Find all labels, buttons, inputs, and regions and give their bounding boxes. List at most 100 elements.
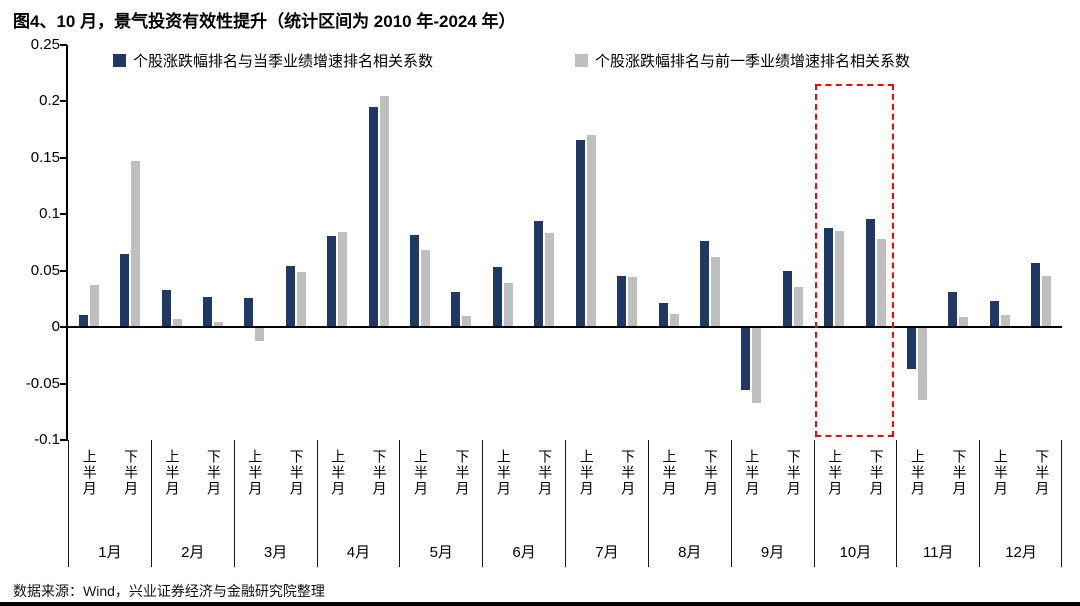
bar-current-quarter: [410, 234, 420, 328]
y-axis-tick-label: 0: [51, 318, 60, 336]
x-axis-halfmonth-label: 上半月: [330, 449, 347, 497]
x-axis-month-label: 3月: [263, 544, 288, 561]
bar-previous-quarter: [876, 239, 886, 328]
x-axis-month-label: 6月: [512, 544, 536, 561]
x-axis-halfmonth-label: 下半月: [620, 449, 637, 497]
bar-previous-quarter: [1000, 314, 1010, 328]
legend-swatch-current-quarter-icon: [113, 54, 126, 67]
x-axis-halfmonth-label: 下半月: [702, 449, 719, 497]
x-axis-month-label: 4月: [346, 544, 371, 561]
x-axis-halfmonth-label: 下半月: [537, 449, 554, 497]
y-axis-line: [66, 45, 68, 441]
y-axis-tick-label: 0.2: [39, 92, 60, 110]
x-axis-halfmonth-label: 下半月: [288, 449, 305, 497]
bar-current-quarter: [824, 227, 834, 328]
y-axis-tick: [60, 382, 67, 385]
x-axis-halfmonth-label: 上半月: [247, 449, 264, 497]
x-axis-halfmonth-label: 下半月: [785, 449, 802, 497]
bar-previous-quarter: [628, 277, 638, 328]
bar-previous-quarter: [503, 283, 513, 328]
x-axis-halfmonth-label: 下半月: [1034, 449, 1051, 497]
bar-current-quarter: [120, 253, 130, 328]
y-axis-tick: [60, 44, 67, 46]
legend-item-current-quarter: 个股涨跌幅排名与当季业绩增速排名相关系数: [113, 50, 433, 71]
bar-current-quarter: [534, 221, 544, 328]
x-axis-month-group: 上半月 下半月 5月: [399, 440, 482, 567]
bar-previous-quarter: [835, 231, 845, 328]
x-axis-month-group: 上半月 下半月 11月: [896, 440, 979, 567]
x-axis-month-group: 上半月 下半月 9月: [730, 440, 814, 567]
bar-current-quarter: [948, 292, 958, 328]
x-axis-month-group: 上半月 下半月 3月: [233, 440, 317, 567]
legend-item-previous-quarter: 个股涨跌幅排名与前一季业绩增速排名相关系数: [575, 50, 910, 71]
legend-swatch-previous-quarter-icon: [575, 54, 589, 67]
bar-previous-quarter: [918, 327, 928, 401]
source-note: 数据来源：Wind，兴业证券经济与金融研究院整理: [13, 583, 325, 599]
figure-title: 图4、10 月，景气投资有效性提升（统计区间为 2010 年-2024 年）: [13, 12, 516, 31]
bar-current-quarter: [782, 270, 792, 328]
bar-previous-quarter: [421, 250, 431, 328]
y-axis-tick-label: 0.15: [30, 148, 60, 166]
y-axis-tick-label: 0.1: [39, 205, 60, 223]
y-axis-tick: [60, 439, 67, 441]
y-axis-tick: [60, 326, 67, 329]
zero-axis-line: [67, 326, 1062, 329]
bar-previous-quarter: [89, 285, 99, 328]
x-axis-month-label: 2月: [181, 544, 205, 561]
x-axis-halfmonth-label: 下半月: [205, 449, 222, 497]
bar-current-quarter: [327, 235, 337, 328]
bar-previous-quarter: [172, 319, 182, 328]
legend-label-previous-quarter: 个股涨跌幅排名与前一季业绩增速排名相关系数: [595, 53, 911, 70]
y-axis-tick: [60, 213, 67, 216]
legend-label-current-quarter: 个股涨跌幅排名与当季业绩增速排名相关系数: [133, 53, 434, 70]
x-axis-halfmonth-label: 上半月: [744, 449, 761, 497]
bar-previous-quarter: [586, 135, 596, 328]
x-axis-month-label: 1月: [98, 544, 122, 561]
bar-current-quarter: [907, 327, 917, 369]
bar-previous-quarter: [131, 161, 141, 328]
x-axis-month-label: 11月: [922, 544, 954, 561]
x-axis-month-group: 上半月 下半月 7月: [565, 440, 648, 567]
x-axis-halfmonth-label: 下半月: [454, 449, 471, 497]
bottom-border-line: [0, 602, 1080, 606]
y-axis-tick-label: -0.05: [25, 374, 60, 392]
bar-current-quarter: [575, 139, 585, 328]
bar-current-quarter: [78, 314, 88, 328]
bar-previous-quarter: [213, 321, 223, 328]
y-axis-tick: [60, 100, 67, 103]
x-axis-halfmonth-label: 上半月: [495, 449, 512, 497]
bar-current-quarter: [244, 297, 254, 328]
bar-current-quarter: [492, 267, 502, 328]
x-axis-halfmonth-label: 上半月: [992, 449, 1009, 497]
x-axis-month-group: 上半月 下半月 6月: [482, 440, 565, 567]
x-axis-halfmonth-label: 上半月: [910, 449, 927, 497]
x-axis-month-group: 上半月 下半月 12月: [979, 440, 1062, 567]
y-axis-tick-label: -0.1: [34, 431, 60, 448]
bar-current-quarter: [658, 303, 668, 328]
x-axis-right-separator: [1061, 440, 1062, 567]
bar-current-quarter: [451, 292, 461, 328]
bar-current-quarter: [741, 327, 751, 391]
x-axis-month-label: 7月: [595, 544, 619, 561]
x-axis-month-label: 8月: [678, 544, 702, 561]
x-axis-month-group: 上半月 下半月 1月: [68, 440, 151, 567]
x-axis-halfmonth-label: 下半月: [123, 449, 140, 497]
x-axis-halfmonth-label: 上半月: [164, 449, 181, 497]
bar-current-quarter: [617, 276, 627, 328]
bar-current-quarter: [699, 241, 709, 328]
bar-previous-quarter: [959, 316, 969, 328]
x-axis-halfmonth-label: 下半月: [868, 449, 885, 497]
y-axis-tick: [60, 156, 67, 159]
bar-previous-quarter: [793, 286, 803, 328]
x-axis-halfmonth-label: 上半月: [827, 449, 844, 497]
y-axis-tick-label: 0.05: [30, 261, 60, 279]
y-axis-tick-label: 0.25: [30, 36, 60, 53]
october-highlight-box: [814, 84, 895, 437]
legend: 个股涨跌幅排名与当季业绩增速排名相关系数 个股涨跌幅排名与前一季业绩增速排名相关…: [113, 50, 910, 71]
bar-current-quarter: [865, 218, 875, 328]
x-axis-halfmonth-label: 上半月: [413, 449, 430, 497]
x-axis-halfmonth-label: 下半月: [371, 449, 388, 497]
y-axis-tick: [60, 269, 67, 272]
